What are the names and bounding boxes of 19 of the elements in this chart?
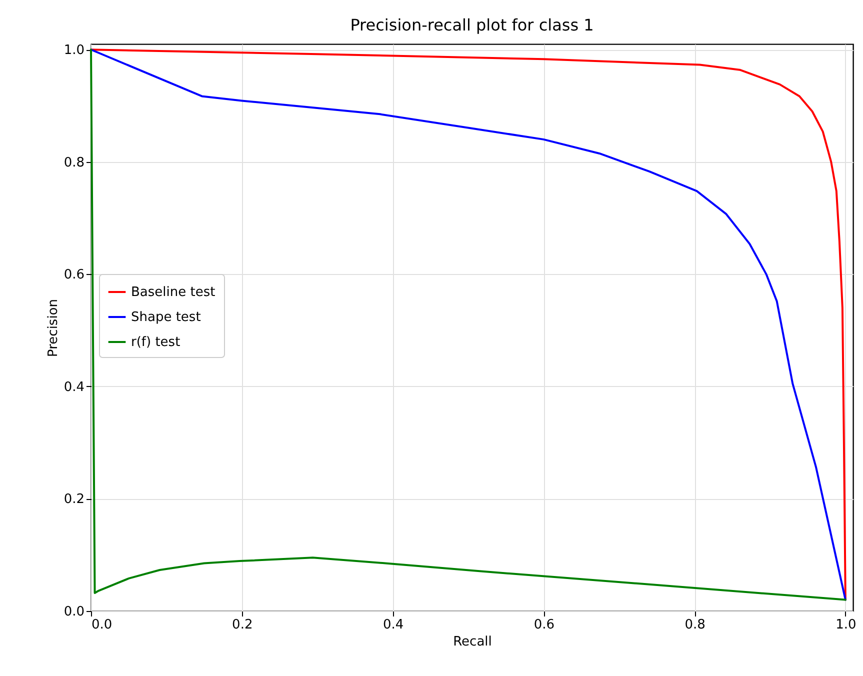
y-tick-label: 0.2 [64,492,84,508]
x-tick-label: 1.0 [836,618,856,632]
y-tick-label: 0.6 [64,268,84,283]
chart-title: Precision-recall plot for class 1 [350,16,594,35]
y-tick-label: 0.0 [64,604,84,620]
x-tick-label: 0.0 [92,618,112,632]
x-tick-label: 0.8 [684,618,706,632]
x-tick-label: 0.2 [232,618,253,632]
y-tick-label: 0.4 [64,380,84,395]
x-tick-label: 0.6 [534,618,555,632]
legend-label: r(f) test [131,335,180,350]
y-tick-label: 1.0 [64,43,84,58]
y-axis-title: Precision [46,298,61,358]
x-axis-title: Recall [453,634,492,650]
y-tick-label: 0.8 [64,155,84,170]
legend-label: Shape test [131,310,201,325]
legend-label: Baseline test [131,285,216,300]
line-series [90,48,846,601]
x-tick-label: 0.4 [382,618,404,632]
